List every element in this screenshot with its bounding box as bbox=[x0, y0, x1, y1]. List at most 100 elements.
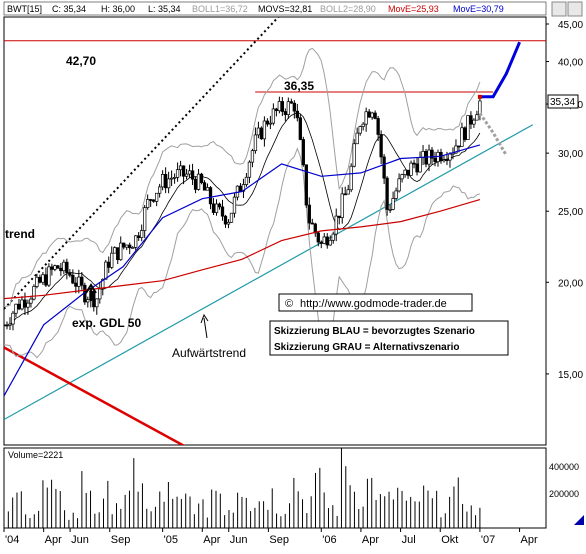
candle-body bbox=[32, 286, 36, 300]
url-text[interactable]: http://www.godmode-trader.de bbox=[300, 298, 447, 310]
candle-body bbox=[152, 199, 156, 202]
header-boll1: BOLL1=36,72 bbox=[192, 4, 248, 14]
candle-body bbox=[319, 241, 323, 244]
candle-body bbox=[463, 127, 467, 140]
candle-body bbox=[340, 193, 344, 218]
candle-body bbox=[388, 209, 392, 211]
label-aufwaertstrend: Aufwärtstrend bbox=[172, 346, 246, 360]
candle-body bbox=[412, 162, 416, 165]
candle-body bbox=[316, 232, 320, 243]
header-icon-b[interactable] bbox=[567, 1, 583, 17]
candle-body bbox=[146, 199, 150, 209]
candle-body bbox=[119, 242, 123, 261]
candle-body bbox=[160, 174, 165, 188]
candle-body bbox=[149, 199, 153, 201]
candle-body bbox=[26, 302, 30, 308]
candle-body bbox=[71, 274, 75, 284]
candle-body bbox=[175, 169, 180, 178]
candle-body bbox=[292, 102, 296, 112]
volume-tick-200000: 200000 bbox=[549, 489, 579, 499]
copyright-symbol: © bbox=[285, 298, 293, 310]
candle-body bbox=[334, 215, 338, 235]
candle-body bbox=[424, 151, 428, 165]
last-price-text: 35,34 bbox=[550, 97, 575, 108]
x-axis: '04 Apr Jun Sep '05 Apr Jun Sep '06 Apr Jul Okt '07 A… bbox=[3, 528, 538, 546]
candle-body bbox=[478, 100, 482, 116]
candle-body bbox=[101, 278, 105, 290]
header-box bbox=[3, 1, 547, 16]
header-movs: MOVS=32,81 bbox=[258, 4, 312, 14]
candle-body bbox=[346, 189, 350, 195]
last-price-marker: 35,34 bbox=[547, 94, 579, 109]
candle-body bbox=[29, 298, 33, 304]
uptrend-line bbox=[4, 124, 534, 421]
candle-body bbox=[361, 123, 365, 127]
candle-body bbox=[259, 127, 264, 140]
header-high: H: 36,00 bbox=[101, 4, 135, 14]
y-tick-label: 20,00 bbox=[558, 278, 583, 289]
candle-body bbox=[352, 143, 356, 167]
candle-body bbox=[113, 247, 117, 254]
candle-body bbox=[466, 115, 470, 140]
candle-body bbox=[394, 190, 398, 199]
x-tick-label: Jun bbox=[71, 534, 89, 546]
candle-body bbox=[214, 203, 219, 213]
candle-body bbox=[400, 174, 404, 180]
candle-body bbox=[445, 159, 449, 161]
candle-body bbox=[307, 204, 311, 224]
scenario-layer bbox=[477, 41, 521, 157]
candle-body bbox=[253, 134, 258, 151]
candle-body bbox=[286, 101, 290, 115]
x-tick-label: '05 bbox=[164, 534, 178, 546]
candle-body bbox=[328, 239, 332, 246]
candle-body bbox=[205, 187, 210, 191]
candle-body bbox=[271, 108, 276, 124]
candle-body bbox=[20, 299, 24, 310]
scenario-blue-path bbox=[479, 41, 521, 99]
candle-body bbox=[418, 157, 422, 173]
candle-body bbox=[457, 145, 461, 148]
candle-body bbox=[47, 266, 51, 286]
candle-body bbox=[250, 150, 255, 163]
x-tick-label: Apr bbox=[203, 534, 220, 546]
candle-body bbox=[322, 236, 326, 244]
x-tick-label: Sep bbox=[111, 534, 131, 546]
candle-body bbox=[343, 193, 347, 196]
label-36-35: 36,35 bbox=[284, 79, 314, 93]
candle-body bbox=[217, 203, 222, 208]
label-42-70: 42,70 bbox=[66, 54, 96, 68]
candle-body bbox=[301, 139, 305, 166]
candle-body bbox=[430, 149, 434, 159]
candle-body bbox=[181, 165, 186, 177]
candle-body bbox=[256, 127, 261, 136]
candle-body bbox=[220, 206, 225, 217]
candle-body bbox=[4, 324, 6, 327]
candle-body bbox=[403, 169, 407, 175]
candle-body bbox=[98, 288, 102, 300]
candle-body bbox=[107, 261, 111, 268]
candle-body bbox=[92, 290, 96, 308]
candle-body bbox=[472, 119, 476, 125]
candle-body bbox=[415, 163, 419, 173]
candle-body bbox=[304, 164, 308, 206]
header-icon-a[interactable] bbox=[551, 1, 567, 17]
label-gdl: exp. GDL 50 bbox=[72, 316, 141, 330]
candle-body bbox=[62, 261, 66, 272]
candle-body bbox=[95, 298, 99, 308]
candle-body bbox=[44, 274, 48, 286]
candle-body bbox=[469, 115, 473, 125]
candle-body bbox=[53, 265, 57, 270]
candle-body bbox=[65, 261, 69, 273]
scroll-arrow-icon[interactable] bbox=[574, 515, 584, 525]
candle-body bbox=[298, 117, 302, 140]
candle-body bbox=[5, 324, 9, 327]
candle-body bbox=[295, 110, 299, 119]
candle-body bbox=[406, 169, 410, 176]
candle-body bbox=[14, 303, 18, 314]
candle-body bbox=[337, 215, 341, 218]
candle-body bbox=[184, 173, 189, 177]
candle-body bbox=[229, 212, 234, 223]
move-blue-line bbox=[4, 144, 481, 397]
candle-body bbox=[131, 247, 135, 249]
